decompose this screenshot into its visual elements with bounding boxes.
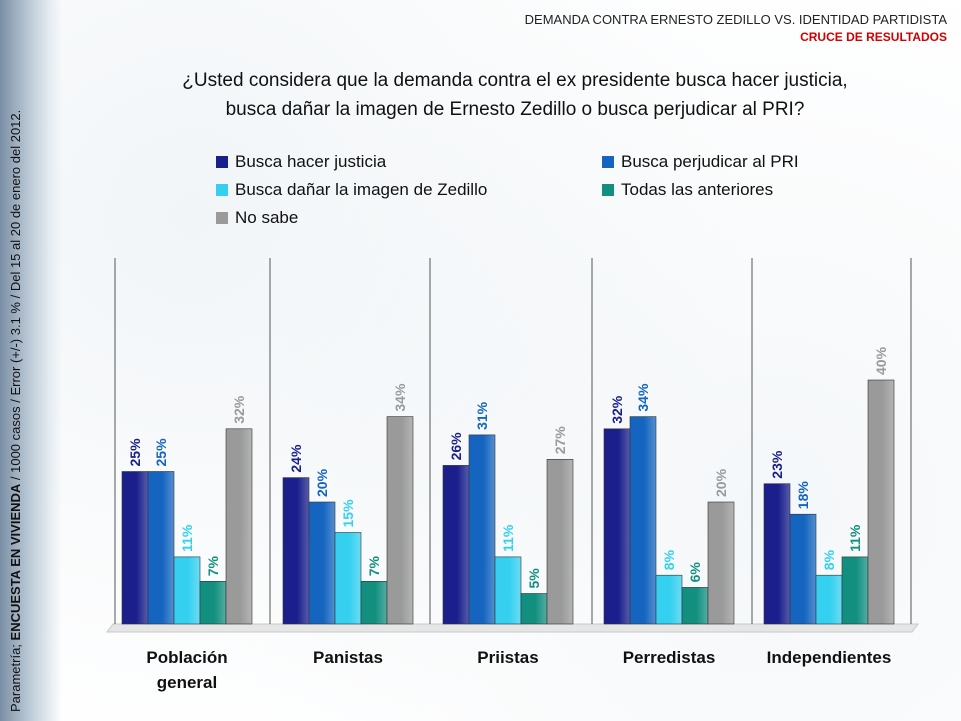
- bar: [282, 477, 310, 625]
- legend-swatch: [216, 156, 228, 168]
- legend-item: No sabe: [216, 208, 298, 228]
- data-label: 31%: [474, 401, 490, 430]
- data-label: 8%: [821, 549, 837, 570]
- data-label: 11%: [179, 524, 195, 552]
- legend-label: Busca hacer justicia: [235, 152, 387, 171]
- category-label: Independientes: [767, 648, 892, 667]
- bar: [225, 428, 253, 625]
- legend-swatch: [602, 184, 614, 196]
- bar: [867, 379, 895, 625]
- data-label: 15%: [340, 499, 356, 528]
- data-label: 26%: [448, 432, 464, 461]
- header-title: DEMANDA CONTRA ERNESTO ZEDILLO VS. IDENT…: [524, 12, 947, 27]
- data-label: 27%: [552, 426, 568, 455]
- legend-label: No sabe: [235, 208, 299, 227]
- category-label: Priistas: [477, 648, 538, 667]
- legend-swatch: [602, 156, 614, 168]
- data-label: 32%: [609, 395, 625, 424]
- data-label: 20%: [314, 468, 330, 497]
- data-label: 25%: [153, 438, 169, 467]
- data-label: 32%: [231, 395, 247, 424]
- bar: [308, 501, 336, 625]
- bar: [468, 434, 496, 625]
- data-label: 40%: [873, 346, 889, 375]
- data-label: 25%: [127, 438, 143, 467]
- data-label: 23%: [769, 450, 785, 479]
- legend-item: Busca dañar la imagen de Zedillo: [216, 180, 487, 200]
- bar: [629, 416, 657, 625]
- data-label: 7%: [205, 556, 221, 577]
- header-subtitle: CRUCE DE RESULTADOS: [800, 30, 947, 44]
- chart-floor: [106, 623, 919, 633]
- data-label: 5%: [526, 568, 542, 589]
- data-label: 11%: [847, 524, 863, 552]
- data-label: 8%: [661, 549, 677, 570]
- bar: [603, 428, 631, 625]
- question-line-1: ¿Usted considera que la demanda contra e…: [182, 70, 848, 91]
- data-label: 6%: [687, 562, 703, 583]
- bar: [173, 556, 201, 625]
- data-label: 7%: [366, 556, 382, 577]
- bar: [546, 458, 574, 625]
- bar: [841, 556, 869, 625]
- bar: [520, 593, 548, 625]
- bar: [334, 532, 362, 625]
- legend-item: Busca hacer justicia: [216, 152, 386, 172]
- legend-label: Todas las anteriores: [621, 180, 774, 199]
- category-label: Población: [146, 648, 227, 667]
- bar: [199, 580, 227, 625]
- data-label: 18%: [795, 481, 811, 510]
- legend-swatch: [216, 184, 228, 196]
- data-label: 34%: [635, 383, 651, 412]
- bar: [763, 483, 791, 625]
- survey-question: ¿Usted considera que la demanda contra e…: [90, 66, 940, 124]
- data-label: 11%: [500, 524, 516, 552]
- legend-item: Todas las anteriores: [602, 180, 773, 200]
- bar: [815, 574, 843, 625]
- bar: [707, 501, 735, 625]
- bar: [360, 580, 388, 625]
- legend-swatch: [216, 212, 228, 224]
- legend-label: Busca dañar la imagen de Zedillo: [235, 180, 488, 199]
- category-label: general: [157, 673, 217, 692]
- category-label: Panistas: [313, 648, 383, 667]
- bar: [386, 416, 414, 625]
- bar: [655, 574, 683, 625]
- decorative-side-strip: [0, 0, 62, 721]
- bar: [442, 465, 470, 625]
- legend-label: Busca perjudicar al PRI: [621, 152, 799, 171]
- legend-item: Busca perjudicar al PRI: [602, 152, 799, 172]
- bar: [494, 556, 522, 625]
- question-line-2: busca dañar la imagen de Ernesto Zedillo…: [225, 99, 805, 120]
- bar: [789, 513, 817, 625]
- data-label: 20%: [713, 468, 729, 497]
- bar: [121, 471, 149, 625]
- data-label: 24%: [288, 444, 304, 473]
- category-label: Perredistas: [623, 648, 716, 667]
- data-label: 34%: [392, 383, 408, 412]
- bar: [147, 471, 175, 625]
- bar: [681, 587, 709, 625]
